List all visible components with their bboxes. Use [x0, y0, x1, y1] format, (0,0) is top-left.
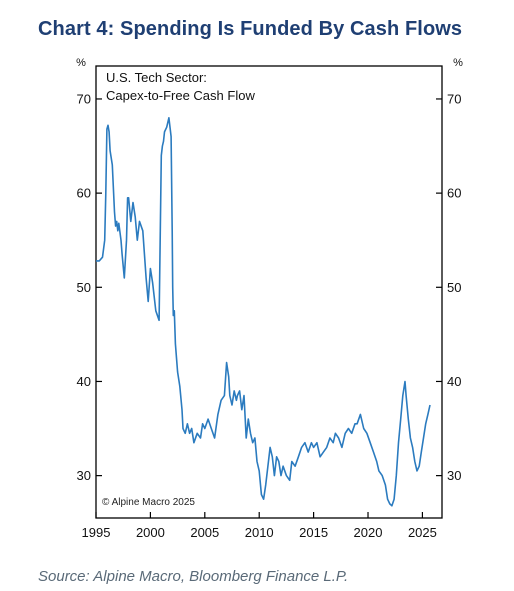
y-tick-label-left: 40	[77, 374, 91, 389]
y-tick-label-left: 70	[77, 91, 91, 106]
y-tick-label-left: 30	[77, 468, 91, 483]
plot-frame	[95, 65, 443, 519]
y-tick-label-right: 40	[447, 374, 461, 389]
y-tick-label-left: 60	[77, 186, 91, 201]
x-axis: 1995 2000 2005 2010 2015 2020 2025	[82, 512, 437, 540]
x-tick-label: 2000	[136, 525, 165, 540]
y-axis-right: 30 40 50 60 70	[436, 91, 461, 483]
y-tick-label-left: 50	[77, 280, 91, 295]
series-line-capex-to-fcf	[96, 117, 431, 507]
x-tick-label: 2015	[299, 525, 328, 540]
x-tick-label: 1995	[82, 525, 111, 540]
y-unit-right: %	[453, 57, 463, 69]
y-unit-left: %	[76, 57, 86, 69]
source-note: Source: Alpine Macro, Bloomberg Finance …	[38, 568, 349, 585]
y-tick-label-right: 60	[447, 186, 461, 201]
series-annotation-line-2: Capex-to-Free Cash Flow	[106, 88, 255, 103]
copyright-label: © Alpine Macro 2025	[102, 497, 195, 508]
x-tick-label: 2020	[354, 525, 383, 540]
chart-title: Chart 4: Spending Is Funded By Cash Flow…	[38, 18, 463, 40]
x-tick-label: 2010	[245, 525, 274, 540]
y-tick-label-right: 30	[447, 468, 461, 483]
y-axis-left: 30 40 50 60 70	[77, 91, 102, 483]
series-annotation-line-1: U.S. Tech Sector:	[106, 70, 207, 85]
y-tick-label-right: 70	[447, 91, 461, 106]
x-tick-label: 2025	[408, 525, 437, 540]
x-tick-label: 2005	[190, 525, 219, 540]
y-tick-label-right: 50	[447, 280, 461, 295]
